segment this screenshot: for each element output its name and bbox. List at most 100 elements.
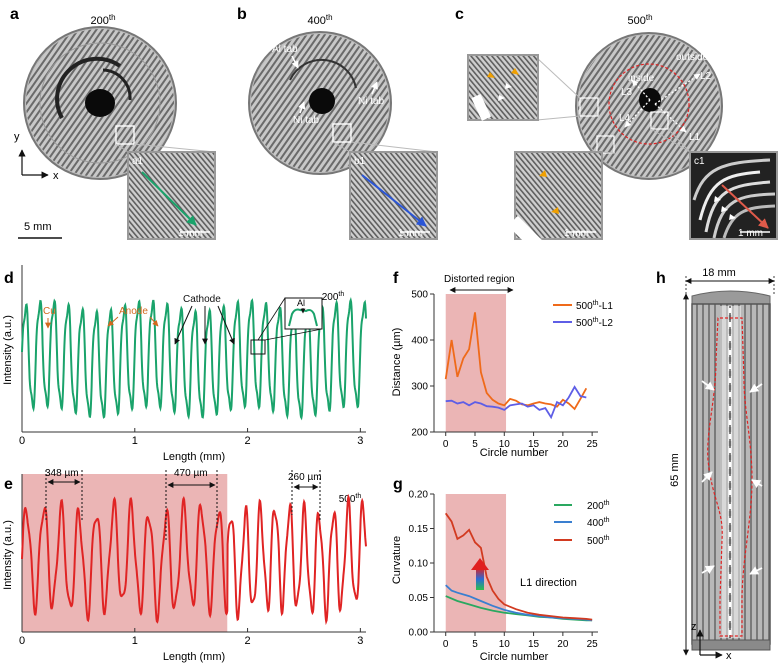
ylabel-d: Intensity (a.u.) (2, 315, 14, 385)
cell-cap-top (691, 290, 771, 306)
xlabel-e: Length (mm) (163, 651, 225, 663)
xtick-label: 1 (132, 435, 138, 447)
panel-label-f: f (393, 270, 399, 287)
axes-g: 0 5 10 15 20 25 0.00 0.05 0.10 0.15 0.20 (409, 490, 599, 651)
tab-annotations-b: Al tab Ni tab Ni tab (272, 44, 385, 126)
cycle-label-a: 200th (90, 13, 115, 27)
xtick-label: 20 (557, 439, 569, 450)
ylabel-g: Curvature (391, 536, 403, 584)
inset-c-mid: 1 mm (507, 151, 603, 255)
panel-a: a 200th a1 1 mm y x 5 mm (10, 6, 216, 240)
xtick-label: 3 (357, 635, 363, 647)
xtick-label: 1 (132, 635, 138, 647)
core-deformation-outline (707, 317, 753, 637)
panel-label-d: d (4, 270, 14, 287)
zoom-box-c-mid (596, 135, 615, 154)
inset-label-a1: a1 (132, 156, 144, 167)
L1-label: L1 (689, 132, 701, 143)
annotation-anode: Anode (119, 306, 148, 317)
ni-tab-label-2: Ni tab (358, 96, 385, 107)
ylabel-e: Intensity (a.u.) (2, 520, 14, 590)
panel-d: d Intensity (a.u.) Length (mm) 0 1 2 3 200t… (2, 265, 367, 463)
title-d: 200th (322, 291, 345, 303)
legend-label-400th: 400th (587, 517, 610, 529)
xlabel-d: Length (mm) (163, 451, 225, 463)
ylabel-f: Distance (µm) (391, 328, 403, 397)
legend-f: 500th-L1 500th-L2 (553, 300, 613, 329)
cell-bottom (691, 639, 771, 651)
inset-a1: a1 1 mm (127, 151, 216, 240)
spacing-label-3: 260 µm (288, 472, 322, 483)
legend-label-L2: 500th-L2 (576, 317, 613, 329)
panel-label-c: c (455, 6, 464, 23)
width-label: 18 mm (702, 267, 736, 279)
ytick-label: 0.05 (409, 593, 429, 604)
xtick-label: 0 (443, 639, 449, 650)
inside-label: inside (628, 73, 655, 84)
outside-label: outside (676, 52, 709, 63)
panel-label-a: a (10, 6, 19, 23)
increase-arrow-shaft (476, 568, 484, 590)
series-line-500th (444, 512, 593, 621)
xtick-label: 25 (587, 639, 599, 650)
xtick-label: 5 (472, 439, 478, 450)
axis-z-label: z (691, 621, 697, 633)
xtick-label: 15 (528, 639, 540, 650)
deformation-arrows-h (701, 380, 763, 575)
axis-indicator-xy: y x (14, 131, 59, 182)
series-g (444, 512, 593, 622)
legend-g: 200th 400th 500th (554, 500, 610, 547)
defect-arrow-1 (539, 170, 547, 177)
increase-arrow-head (471, 558, 489, 570)
ni-tab-label-1: Ni tab (293, 115, 320, 126)
ytick-label: 400 (411, 336, 428, 347)
xtick-label: 5 (472, 639, 478, 650)
axis-x-label-h: x (726, 650, 732, 662)
xtick-label: 3 (357, 435, 363, 447)
scale-bar-label: 5 mm (24, 221, 52, 233)
zoom-box-b (332, 123, 352, 143)
panel-f: f 0 5 10 15 20 25 200 300 400 500 Distance (µm) C… (391, 270, 613, 459)
axis-x-label: x (53, 170, 59, 182)
inset-label-c1: c1 (694, 156, 705, 167)
inset-scale-c1: 1 mm (738, 228, 763, 239)
xtick-label: 15 (528, 439, 540, 450)
L2-label: L2 (700, 71, 712, 82)
L4-label: L4 (619, 113, 631, 124)
winding-gap-a (55, 56, 122, 119)
panel-c: c 500th L2 L1 L3 L4 inside outside (455, 6, 778, 255)
annotations-d: Cu Anode Cathode Al (43, 294, 323, 355)
inset-c-top-left (467, 54, 539, 121)
ytick-label: 0.20 (409, 490, 429, 501)
inset-b1: b1 1 mm (349, 151, 438, 240)
annotation-al: Al (297, 298, 305, 308)
ytick-label: 300 (411, 382, 428, 393)
xtick-label: 2 (245, 635, 251, 647)
xlabel-g: Circle number (480, 651, 549, 663)
axes-f: 0 5 10 15 20 25 200 300 400 500 (411, 290, 598, 451)
xtick-label: 10 (499, 639, 511, 650)
xticks-d: 0 1 2 3 (19, 428, 363, 447)
axis-indicator-xz: z x (691, 621, 732, 662)
zoom-box-c-left (579, 97, 599, 117)
xtick-label: 20 (557, 639, 569, 650)
profile-line-c1 (721, 184, 769, 229)
zoom-box-a (115, 125, 135, 145)
xtick-label: 2 (245, 435, 251, 447)
defect-arrow-2 (551, 207, 559, 214)
ytick-label: 200 (411, 428, 428, 439)
core-hole-a (85, 89, 115, 117)
series-line-500th-profile (21, 493, 367, 626)
inset-c1: c1 1 mm (689, 151, 778, 240)
spacing-label-2: 470 µm (174, 468, 208, 479)
inset-scale-c-mid: 1 mm (564, 228, 589, 239)
legend-label-L1: 500th-L1 (576, 300, 613, 312)
L3-label: L3 (621, 87, 633, 98)
zoom-box-c-right (650, 111, 669, 130)
panel-b: b 400th Al tab Ni tab Ni tab b1 1 mm (237, 6, 438, 240)
series-line-500th-L1 (444, 312, 588, 411)
inset-scale-a1: 1 mm (178, 228, 203, 239)
shaded-distorted-region-g (445, 494, 507, 632)
spacing-annotations-e: 348 µm 470 µm 260 µm (45, 468, 322, 540)
